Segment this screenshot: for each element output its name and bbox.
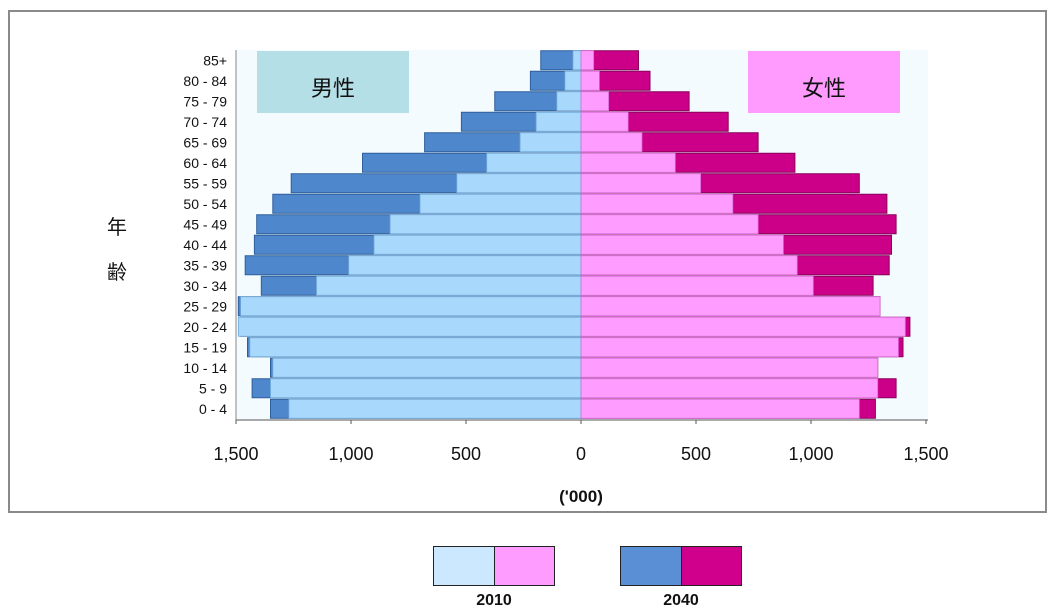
age-label-80-84: 80 - 84 — [183, 73, 227, 89]
x-tick-label: 1,000 — [328, 444, 373, 464]
legend-swatch-2040 — [620, 546, 742, 586]
x-tick-label: 500 — [451, 444, 481, 464]
age-label-85plus: 85+ — [203, 52, 227, 68]
age-label-25-29: 25 - 29 — [183, 298, 227, 314]
bar-male-2010-80-84 — [564, 70, 582, 91]
age-label-55-59: 55 - 59 — [183, 175, 227, 191]
x-tick-label: 1,500 — [903, 444, 948, 464]
x-tick-label: 500 — [681, 444, 711, 464]
bar-female-2010-50-54 — [580, 193, 734, 214]
bar-female-2010-40-44 — [580, 234, 784, 255]
age-label-20-24: 20 - 24 — [183, 319, 227, 335]
bar-male-2010-30-34 — [316, 275, 582, 296]
age-axis-title-char-1: 年 — [107, 215, 127, 239]
bar-female-2010-0-4 — [580, 398, 860, 419]
age-axis-title-char-2: 齢 — [107, 260, 127, 284]
bar-male-2010-40-44 — [373, 234, 582, 255]
x-tick-label: 1,500 — [213, 444, 258, 464]
bar-female-2010-65-69 — [580, 132, 643, 153]
bar-female-2010-85plus — [580, 50, 595, 71]
legend-2010-female-swatch — [493, 547, 554, 585]
x-tick-label: 0 — [576, 444, 586, 464]
age-label-75-79: 75 - 79 — [183, 93, 227, 109]
bar-male-2010-35-39 — [348, 255, 582, 276]
legend-swatch-2010 — [433, 546, 555, 586]
bar-male-2010-75-79 — [556, 91, 582, 112]
bar-female-2010-30-34 — [580, 275, 814, 296]
female-label-box — [748, 51, 900, 113]
legend-2040-male-swatch — [621, 547, 681, 585]
legend-label-2010: 2010 — [476, 592, 512, 609]
x-tick-label: 1,000 — [788, 444, 833, 464]
bar-female-2010-15-19 — [580, 337, 899, 358]
age-label-15-19: 15 - 19 — [183, 339, 227, 355]
bar-female-2010-60-64 — [580, 152, 676, 173]
bar-female-2010-70-74 — [580, 111, 629, 132]
age-label-50-54: 50 - 54 — [183, 196, 227, 212]
population-pyramid-chart: 85+ 80 - 84 75 - 79 70 - 74 65 - 69 60 - 64 55… — [107, 50, 949, 506]
age-label-40-44: 40 - 44 — [183, 237, 227, 253]
age-label-35-39: 35 - 39 — [183, 257, 227, 273]
age-label-5-9: 5 - 9 — [199, 380, 227, 396]
female-label: 女性 — [802, 77, 846, 102]
bar-male-2010-15-19 — [249, 337, 582, 358]
bar-female-2010-5-9 — [580, 378, 879, 399]
x-tick-labels-group: 1,500 1,000 500 0 500 1,000 1,500 — [213, 420, 949, 464]
bar-female-2010-35-39 — [580, 255, 798, 276]
legend-2040-female-swatch — [680, 547, 741, 585]
bar-female-2010-45-49 — [580, 214, 759, 235]
bar-male-2010-10-14 — [272, 357, 582, 378]
bar-female-2010-55-59 — [580, 173, 701, 194]
bar-male-2010-25-29 — [240, 296, 582, 317]
bar-male-2010-50-54 — [419, 193, 582, 214]
bar-female-2010-10-14 — [580, 357, 879, 378]
bar-female-2010-75-79 — [580, 91, 610, 112]
x-unit-label: ('000) — [559, 487, 603, 506]
bar-male-2010-55-59 — [456, 173, 582, 194]
bar-male-2010-70-74 — [535, 111, 582, 132]
legend-label-2040: 2040 — [663, 592, 699, 609]
bar-male-2010-20-24 — [237, 316, 582, 337]
chart-frame: 85+ 80 - 84 75 - 79 70 - 74 65 - 69 60 - 64 55… — [8, 10, 1047, 513]
male-label-box — [257, 51, 409, 113]
bar-male-2010-45-49 — [389, 214, 582, 235]
bar-female-2010-20-24 — [580, 316, 906, 337]
legend-2010-male-swatch — [434, 547, 494, 585]
bar-female-2010-25-29 — [580, 296, 881, 317]
bars-2010-group — [237, 50, 906, 419]
age-label-10-14: 10 - 14 — [183, 360, 227, 376]
bar-male-2010-65-69 — [519, 132, 582, 153]
age-label-65-69: 65 - 69 — [183, 134, 227, 150]
age-label-70-74: 70 - 74 — [183, 114, 227, 130]
age-label-0-4: 0 - 4 — [199, 401, 227, 417]
male-label: 男性 — [311, 77, 355, 102]
age-label-45-49: 45 - 49 — [183, 216, 227, 232]
bar-male-2010-0-4 — [288, 398, 582, 419]
age-label-30-34: 30 - 34 — [183, 278, 227, 294]
bar-male-2010-60-64 — [486, 152, 582, 173]
age-labels-group: 85+ 80 - 84 75 - 79 70 - 74 65 - 69 60 - 64 55… — [183, 52, 227, 417]
bar-female-2010-80-84 — [580, 70, 600, 91]
age-label-60-64: 60 - 64 — [183, 155, 227, 171]
bar-male-2010-5-9 — [270, 378, 582, 399]
bar-male-2010-85plus — [572, 50, 582, 71]
